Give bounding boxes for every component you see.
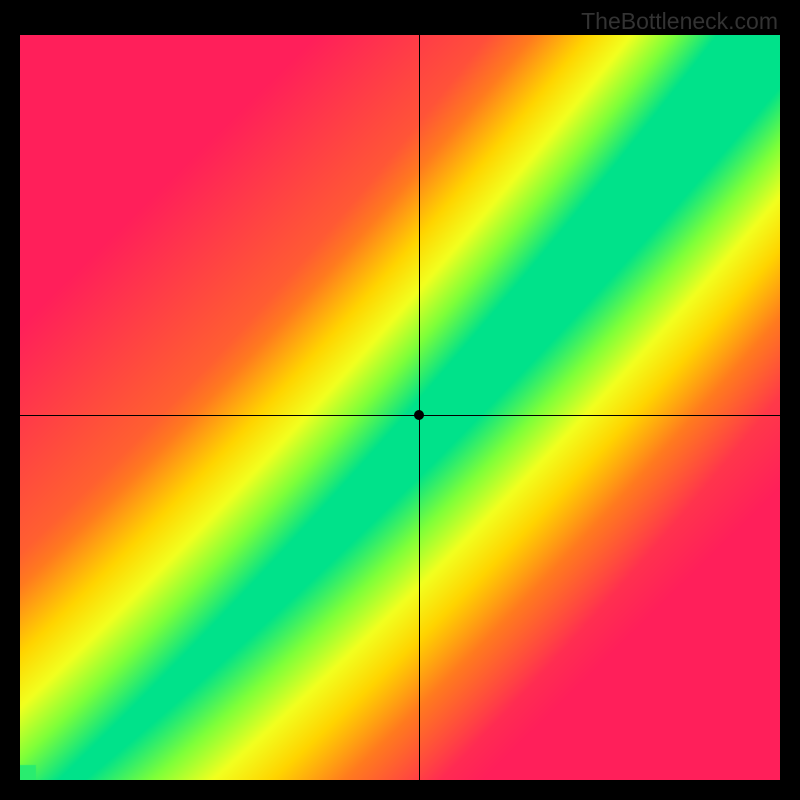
crosshair-vertical — [419, 35, 420, 780]
crosshair-marker-dot — [414, 410, 424, 420]
watermark-text: TheBottleneck.com — [581, 8, 778, 35]
heatmap-plot-area — [20, 35, 780, 780]
heatmap-canvas — [20, 35, 780, 780]
crosshair-horizontal — [20, 415, 780, 416]
